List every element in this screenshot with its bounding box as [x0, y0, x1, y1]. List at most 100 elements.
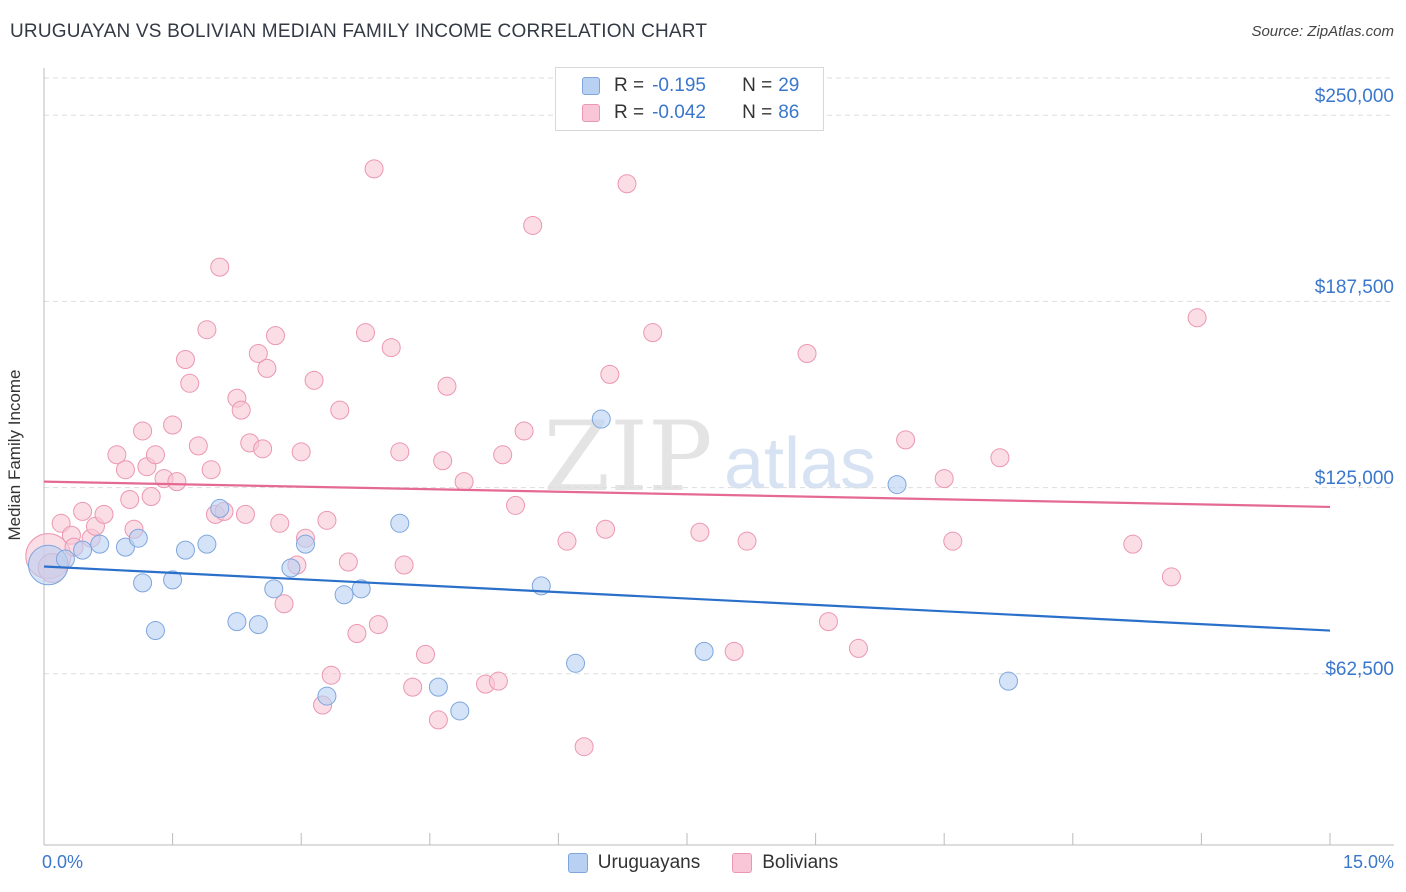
uruguayans-point [566, 653, 586, 673]
bolivians-point [737, 531, 757, 551]
uruguayans-point [197, 534, 217, 554]
chart-title: URUGUAYAN VS BOLIVIAN MEDIAN FAMILY INCO… [10, 21, 708, 42]
bolivians-point [523, 215, 543, 235]
bolivians-point [797, 344, 817, 364]
bolivians-point [163, 415, 183, 435]
uruguayans-point [317, 686, 337, 706]
uruguayans-swatch [582, 77, 600, 95]
bolivians-point [818, 612, 838, 632]
bolivians-point [488, 671, 508, 691]
uruguayans-point [133, 573, 153, 593]
uruguayans-point [55, 549, 75, 569]
bolivians-point [1187, 308, 1207, 328]
bolivians-point [347, 624, 367, 644]
correlation-legend: R = -0.195 N = 29 R = -0.042 N = 86 [555, 67, 824, 131]
bolivians-point [1161, 567, 1181, 587]
bolivians-point [368, 615, 388, 635]
x-tick-label-min: 0.0% [42, 852, 84, 872]
uruguayans-point [175, 540, 195, 560]
uruguayans-point [390, 513, 410, 533]
bolivians-point [94, 504, 114, 524]
uruguayans-swatch [567, 853, 588, 873]
uruguayans-point [334, 585, 354, 605]
bolivians-point [433, 451, 453, 471]
uruguayans-point [73, 540, 93, 560]
uruguayans-point [694, 641, 714, 661]
bolivians-point [257, 358, 277, 378]
uruguayans-point [163, 570, 183, 590]
bolivians-point [557, 531, 577, 551]
bolivians-point [416, 644, 436, 664]
n-label: N = [742, 102, 773, 123]
bolivians-point [617, 174, 637, 194]
trend-lines [43, 480, 1331, 632]
bolivians-point [107, 445, 127, 465]
bolivians-point [506, 495, 526, 515]
bolivians-point [690, 522, 710, 542]
legend-item-bolivians: Bolivians [732, 852, 838, 874]
bolivians-point [231, 400, 251, 420]
bolivians-point [390, 442, 410, 462]
bolivians-point [291, 442, 311, 462]
uruguayans-point [428, 677, 448, 697]
bolivians-point [934, 469, 954, 489]
bolivians-point [381, 338, 401, 358]
bolivians-swatch [732, 853, 753, 873]
bolivians-point [180, 373, 200, 393]
bolivians-point [896, 430, 916, 450]
n-value: 29 [778, 75, 800, 96]
uruguayans-point [591, 409, 611, 429]
bolivians-point [848, 638, 868, 658]
uruguayans-point [90, 534, 110, 554]
bolivians-point [265, 326, 285, 346]
bolivians-point [643, 323, 663, 343]
legend-item-uruguayans: Uruguayans [567, 852, 701, 874]
series-legend: Uruguayans Bolivians [0, 852, 1406, 874]
uruguayans-point [264, 579, 284, 599]
bolivians-point [596, 519, 616, 539]
bolivians-point [403, 677, 423, 697]
bolivians-point [1123, 534, 1143, 554]
bolivians-point [454, 472, 474, 492]
bolivians-point [428, 710, 448, 730]
uruguayans-trend-line [43, 565, 1331, 632]
y-tick-label: $62,500 [1325, 659, 1394, 680]
uruguayans-point [248, 615, 268, 635]
bolivians-point [394, 555, 414, 575]
uruguayans-point [295, 534, 315, 554]
bolivians-point [270, 513, 290, 533]
r-label: R = [614, 75, 645, 96]
bolivians-point [493, 445, 513, 465]
uruguayans-point [128, 528, 148, 548]
r-value: -0.042 [652, 102, 706, 123]
uruguayans-point [227, 612, 247, 632]
legend-label-uruguayans: Uruguayans [597, 852, 701, 873]
bolivians-point [248, 344, 268, 364]
legend-row-bolivians: R = -0.042 N = 86 [582, 101, 799, 125]
y-tick-label: $250,000 [1314, 86, 1394, 107]
bolivians-point [600, 364, 620, 384]
r-value: -0.195 [652, 75, 706, 96]
bolivians-point [514, 421, 534, 441]
bolivians-point [210, 257, 230, 277]
bolivians-swatch [582, 104, 600, 122]
y-tick-label: $187,500 [1314, 277, 1394, 298]
gridlines [44, 77, 1394, 675]
legend-row-uruguayans: R = -0.195 N = 29 [582, 74, 799, 98]
bolivians-point [115, 460, 135, 480]
bolivians-point [321, 665, 341, 685]
uruguayans-point [999, 671, 1018, 691]
axes [43, 68, 1394, 846]
bolivians-point [437, 376, 457, 396]
bolivians-point [167, 472, 187, 492]
y-axis-label: Median Family Income [5, 369, 24, 541]
bolivians-point [253, 439, 273, 459]
bolivians-point [338, 552, 358, 572]
uruguayans-point [887, 475, 907, 495]
source-credit: Source: ZipAtlas.com [1251, 23, 1394, 40]
bolivians-point [175, 349, 195, 369]
bolivians-trend-line [43, 480, 1331, 509]
bolivians-point [317, 510, 337, 530]
bolivians-point [197, 320, 217, 340]
